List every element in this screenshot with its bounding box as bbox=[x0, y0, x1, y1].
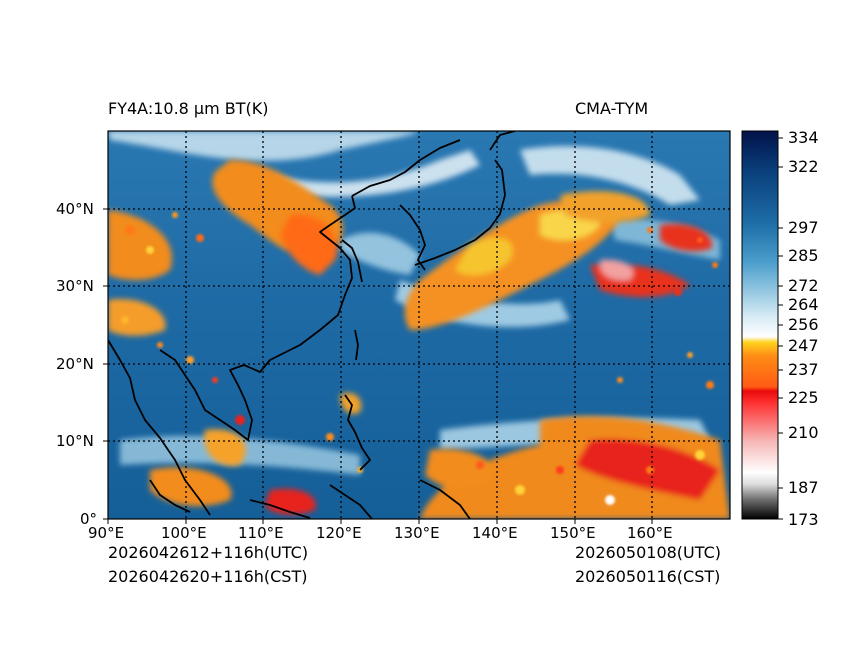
colorbar-label: 334 bbox=[788, 128, 819, 147]
lon-label: 160°E bbox=[627, 524, 673, 542]
init-time-utc: 2026042612+116h(UTC) bbox=[108, 543, 309, 562]
colorbar-label: 173 bbox=[788, 510, 819, 529]
lon-label: 130°E bbox=[394, 524, 440, 542]
model-name: CMA-TYM bbox=[575, 99, 649, 118]
colorbar-label: 237 bbox=[788, 360, 819, 379]
colorbar-label: 256 bbox=[788, 315, 819, 334]
lon-label: 120°E bbox=[316, 524, 362, 542]
colorbar-label: 264 bbox=[788, 295, 819, 314]
init-time-cst: 2026042620+116h(CST) bbox=[108, 567, 308, 586]
colorbar-label: 225 bbox=[788, 388, 819, 407]
colorbar-label: 322 bbox=[788, 157, 819, 176]
valid-time-cst: 2026050116(CST) bbox=[575, 567, 721, 586]
colorbar-label: 210 bbox=[788, 423, 819, 442]
lon-label: 140°E bbox=[472, 524, 518, 542]
lon-label: 150°E bbox=[550, 524, 596, 542]
lat-label: 30°N bbox=[56, 277, 94, 295]
lat-label: 40°N bbox=[56, 200, 94, 218]
lon-label: 90°E bbox=[88, 524, 125, 542]
valid-time-utc: 2026050108(UTC) bbox=[575, 543, 721, 562]
lon-label: 110°E bbox=[238, 524, 284, 542]
colorbar-label: 247 bbox=[788, 336, 819, 355]
convection-cells bbox=[121, 212, 718, 505]
colorbar-label: 285 bbox=[788, 246, 819, 265]
colorbar bbox=[741, 130, 779, 520]
lat-label: 10°N bbox=[56, 432, 94, 450]
colorbar-label: 187 bbox=[788, 478, 819, 497]
lon-label: 100°E bbox=[161, 524, 207, 542]
axis-ticks bbox=[103, 208, 653, 524]
coastlines bbox=[108, 131, 516, 519]
chart-title: FY4A:10.8 µm BT(K) bbox=[108, 99, 269, 118]
colorbar-label: 297 bbox=[788, 218, 819, 237]
colorbar-label: 272 bbox=[788, 276, 819, 295]
graticule bbox=[108, 131, 730, 519]
lat-label: 20°N bbox=[56, 355, 94, 373]
colorbar-ticks bbox=[778, 137, 783, 520]
lat-label: 0° bbox=[80, 510, 98, 528]
